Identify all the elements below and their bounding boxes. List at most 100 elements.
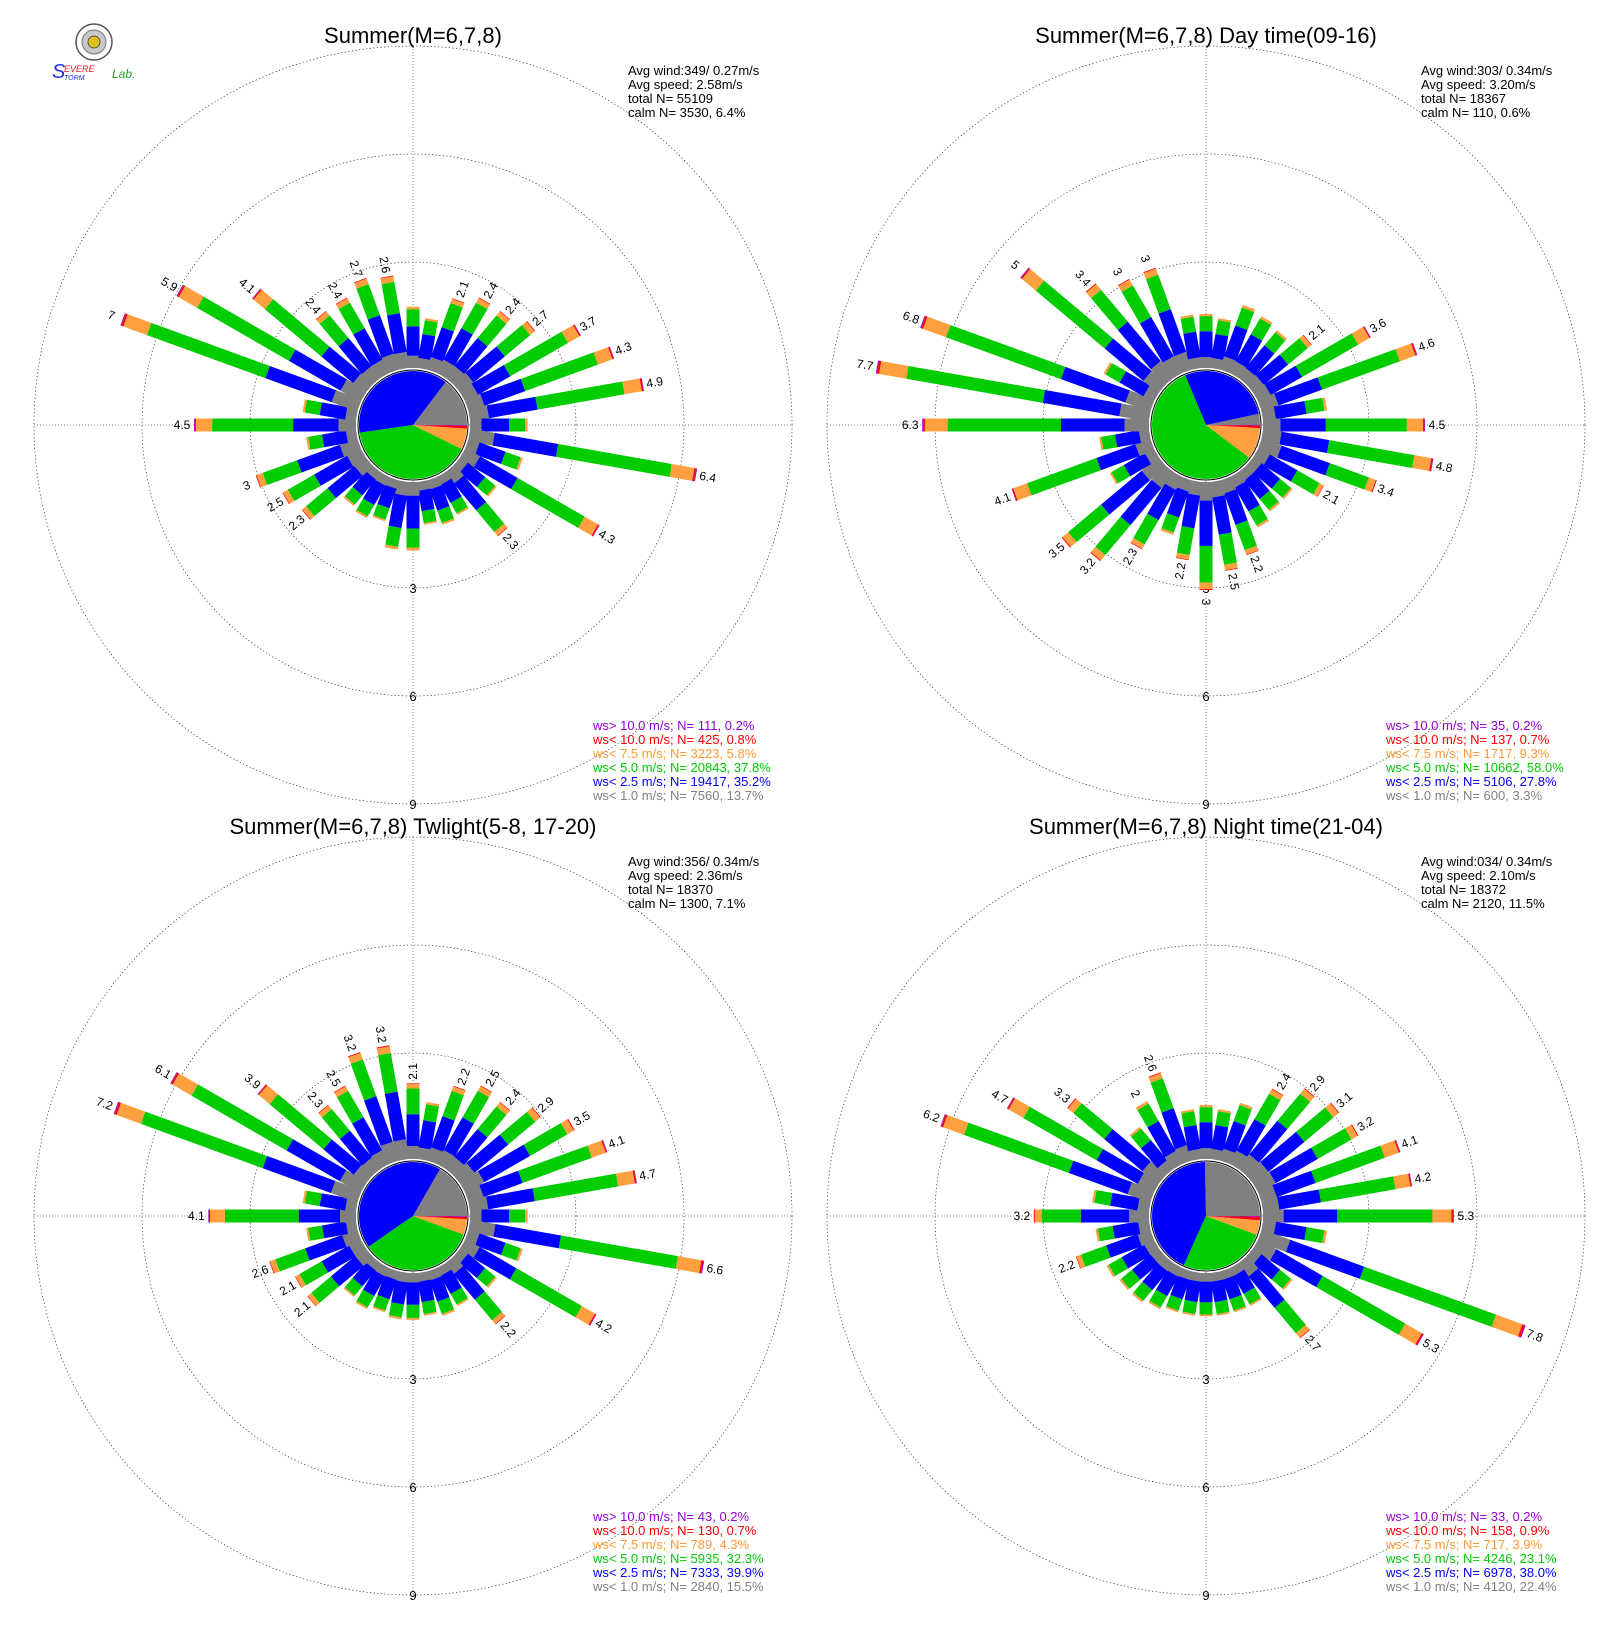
petal-segment — [1252, 1171, 1276, 1194]
petal-segment — [176, 284, 184, 297]
petal-segment — [1183, 1124, 1201, 1152]
legend-entry: ws< 1.0 m/s; N= 4120, 22.4% — [1385, 1579, 1557, 1594]
panel-title: Summer(M=6,7,8) Twlight(5-8, 17-20) — [229, 814, 596, 839]
petal-segment — [1199, 316, 1213, 332]
petal-segment — [1359, 1266, 1497, 1327]
petal-segment — [391, 1280, 408, 1305]
petal-value-label: 4.3 — [613, 339, 634, 358]
petal-segment — [470, 1209, 482, 1223]
petal-segment — [450, 298, 465, 308]
petal-segment — [441, 1309, 455, 1316]
petal-value-label: 3.4 — [1072, 267, 1094, 289]
petal-segment — [1216, 1311, 1230, 1316]
petal-value-label: 2.2 — [498, 1319, 520, 1341]
petal-value-label: 4.1 — [188, 1209, 205, 1223]
legend-entry: ws< 10.0 m/s; N= 158, 0.9% — [1385, 1523, 1550, 1538]
petal-segment — [316, 311, 330, 324]
legend-entry: ws> 10.0 m/s; N= 33, 0.2% — [1385, 1509, 1543, 1524]
stats-line: Avg wind:303/ 0.34m/s — [1421, 63, 1553, 78]
petal-segment — [1259, 490, 1279, 510]
petal-segment — [1199, 331, 1213, 358]
petal-segment — [352, 1262, 376, 1287]
petal-value-label: 6.8 — [901, 308, 922, 327]
petal-segment — [1282, 1278, 1293, 1291]
range-ring — [826, 45, 1586, 805]
petal-segment — [1199, 1272, 1213, 1282]
petal-segment — [297, 444, 345, 473]
petal-value-label: 2.2 — [1247, 554, 1266, 575]
petal-segment — [440, 478, 462, 504]
petal-segment — [1237, 1255, 1259, 1277]
petal-segment — [1145, 274, 1171, 314]
petal-segment — [1235, 334, 1263, 368]
petal-segment — [1363, 326, 1371, 339]
petal-value-label: 2.6 — [1141, 1053, 1160, 1074]
calm-pie-slice — [359, 425, 462, 479]
petal-segment — [1096, 1149, 1145, 1184]
petal-segment — [283, 489, 295, 504]
petal-segment — [1491, 1314, 1523, 1337]
petal-segment — [1229, 1294, 1246, 1311]
legend-entry: ws> 10.0 m/s; N= 35, 0.2% — [1385, 718, 1543, 733]
petal-segment — [1430, 458, 1434, 472]
petal-segment — [308, 1225, 325, 1241]
petal-segment — [406, 1088, 420, 1115]
petal-segment — [1124, 418, 1150, 432]
petal-segment — [364, 1096, 393, 1147]
calm-pie-slice — [1152, 1162, 1206, 1266]
petal-segment — [1223, 1121, 1246, 1154]
petal-segment — [1274, 1299, 1306, 1334]
petal-segment — [692, 468, 697, 482]
petal-segment — [1131, 1292, 1144, 1303]
petal-segment — [1237, 1154, 1260, 1177]
petal-segment — [1092, 1189, 1097, 1203]
petal-segment — [923, 418, 925, 432]
petal-value-label: 7.7 — [856, 357, 875, 374]
petal-segment — [1182, 1299, 1198, 1315]
petal-segment — [1106, 1234, 1142, 1258]
legend-entry: ws> 10.0 m/s; N= 43, 0.2% — [592, 1509, 750, 1524]
petal-segment — [306, 1227, 311, 1242]
petal-segment — [451, 1086, 466, 1096]
petal-segment — [1068, 504, 1110, 543]
stats-line: total N= 18372 — [1421, 882, 1506, 897]
petal-segment — [1317, 349, 1400, 390]
petal-segment — [459, 462, 486, 488]
petal-segment — [1199, 482, 1213, 501]
petal-segment — [1295, 333, 1359, 377]
petal-segment — [282, 492, 290, 505]
petal-segment — [1423, 418, 1425, 432]
petal-segment — [319, 1193, 348, 1211]
petal-segment — [509, 1209, 526, 1223]
petal-segment — [140, 1111, 268, 1169]
petal-segment — [452, 298, 465, 304]
petal-segment — [615, 1170, 635, 1187]
ring-label: 6 — [1202, 689, 1209, 704]
petal-segment — [1199, 1314, 1213, 1317]
petal-segment — [416, 480, 431, 491]
petal-segment — [1327, 440, 1415, 468]
petal-segment — [321, 1245, 356, 1273]
petal-segment — [578, 516, 599, 536]
petal-segment — [372, 515, 386, 522]
petal-segment — [1034, 1209, 1042, 1223]
petal-segment — [339, 1130, 373, 1166]
petal-segment — [1106, 1264, 1115, 1278]
petal-segment — [465, 346, 505, 383]
petal-segment — [443, 1117, 474, 1157]
petal-segment — [294, 1276, 302, 1288]
petal-segment — [1104, 338, 1152, 381]
petal-segment — [456, 1298, 469, 1307]
petal-segment — [1199, 582, 1213, 590]
calm-pie-slice — [413, 1216, 467, 1220]
petal-segment — [1254, 1093, 1281, 1126]
ring-label: 6 — [409, 689, 416, 704]
petal-segment — [1180, 1109, 1195, 1114]
petal-segment — [323, 1139, 362, 1175]
petal-value-label: 6.4 — [698, 469, 717, 486]
petal-segment — [1260, 1131, 1305, 1173]
petal-value-label: 7.8 — [1524, 1326, 1545, 1345]
petal-segment — [1241, 304, 1255, 312]
petal-segment — [1080, 1245, 1111, 1267]
